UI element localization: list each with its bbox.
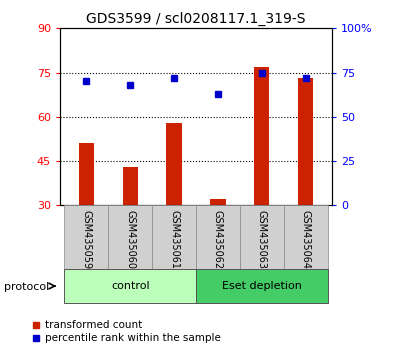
Text: GSM435062: GSM435062 — [213, 210, 223, 269]
Text: Eset depletion: Eset depletion — [222, 281, 302, 291]
Bar — [108, 205, 152, 269]
Bar — [196, 269, 328, 303]
Bar — [298, 79, 313, 205]
Text: protocol: protocol — [4, 282, 49, 292]
Bar — [284, 205, 328, 269]
Bar — [79, 143, 94, 205]
Bar — [122, 167, 138, 205]
Bar — [196, 205, 240, 269]
Title: GDS3599 / scl0208117.1_319-S: GDS3599 / scl0208117.1_319-S — [86, 12, 306, 26]
Text: control: control — [111, 281, 150, 291]
Bar — [240, 205, 284, 269]
Bar — [152, 205, 196, 269]
Text: GSM435064: GSM435064 — [301, 210, 311, 269]
Bar — [64, 269, 196, 303]
Text: GSM435061: GSM435061 — [169, 210, 179, 269]
Bar — [210, 199, 226, 205]
Legend: transformed count, percentile rank within the sample: transformed count, percentile rank withi… — [32, 320, 221, 343]
Text: GSM435063: GSM435063 — [257, 210, 267, 269]
Bar — [166, 123, 182, 205]
Bar — [64, 205, 108, 269]
Text: GSM435060: GSM435060 — [125, 210, 135, 269]
Text: GSM435059: GSM435059 — [81, 210, 91, 269]
Bar — [254, 67, 270, 205]
